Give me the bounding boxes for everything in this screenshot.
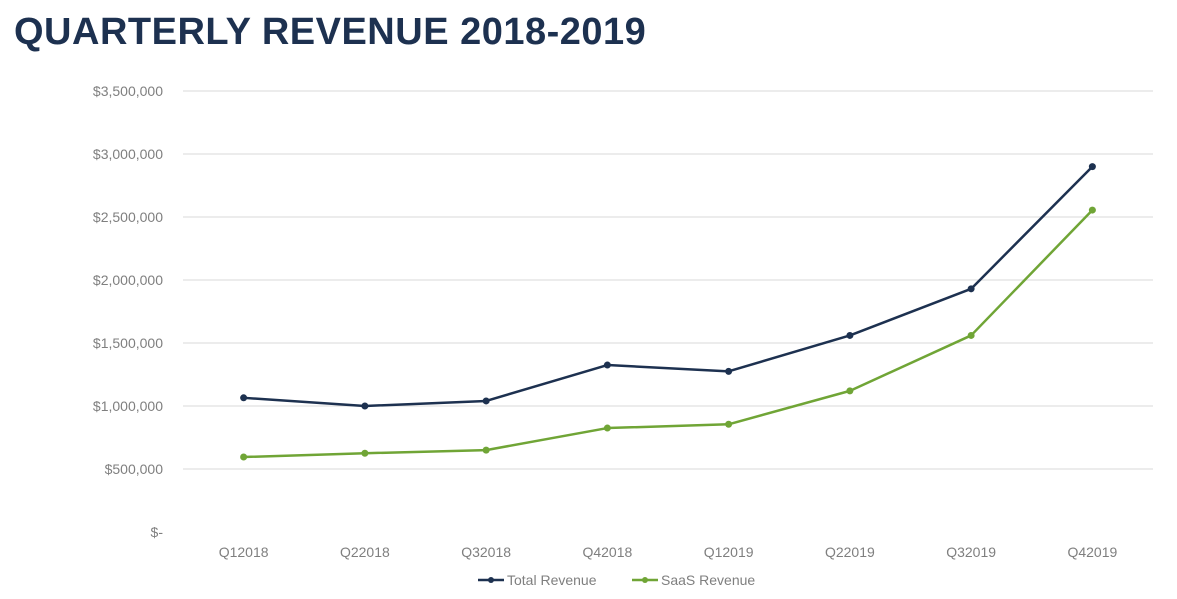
x-tick-label: Q32018 — [461, 544, 511, 560]
data-point — [846, 387, 854, 395]
data-point — [725, 367, 733, 375]
legend-marker — [642, 577, 648, 583]
series-total-revenue — [240, 163, 1096, 410]
data-point — [967, 331, 975, 339]
x-tick-label: Q12019 — [704, 544, 754, 560]
legend[interactable]: Total Revenue SaaS Revenue — [478, 572, 755, 588]
y-tick-label: $3,500,000 — [93, 83, 163, 99]
y-tick-label: $2,500,000 — [93, 209, 163, 225]
data-point — [846, 331, 854, 339]
legend-label: Total Revenue — [507, 572, 597, 588]
y-tick-label: $1,500,000 — [93, 335, 163, 351]
data-point — [482, 446, 490, 454]
x-tick-label: Q12018 — [219, 544, 269, 560]
series-line — [243, 209, 1094, 459]
data-point — [1088, 163, 1096, 171]
x-tick-label: Q42018 — [582, 544, 632, 560]
x-tick-label: Q32019 — [946, 544, 996, 560]
data-point — [967, 285, 975, 293]
data-point — [240, 394, 248, 402]
legend-marker — [488, 577, 494, 583]
data-point — [482, 397, 490, 405]
series-group — [240, 163, 1096, 461]
gridlines — [183, 90, 1153, 470]
data-point — [361, 449, 369, 457]
chart-title: QUARTERLY REVENUE 2018-2019 — [14, 11, 647, 53]
x-tick-label: Q42019 — [1067, 544, 1117, 560]
data-point — [603, 361, 611, 369]
data-point — [725, 420, 733, 428]
legend-label: SaaS Revenue — [661, 572, 755, 588]
y-tick-label: $- — [151, 524, 164, 540]
data-point — [603, 424, 611, 432]
series-line — [243, 165, 1094, 408]
data-point — [361, 402, 369, 410]
y-tick-label: $1,000,000 — [93, 398, 163, 414]
y-tick-label: $2,000,000 — [93, 272, 163, 288]
series-saas-revenue — [240, 206, 1096, 461]
data-point — [1088, 206, 1096, 214]
legend-item[interactable]: Total Revenue — [478, 572, 597, 588]
x-axis: Q12018 Q22018 Q32018 Q42018 Q12019 Q22019 Q320… — [219, 544, 1118, 560]
y-tick-label: $500,000 — [105, 461, 164, 477]
y-tick-label: $3,000,000 — [93, 146, 163, 162]
y-axis: $- $500,000 $1,000,000 $1,500,000 $2,000,000… — [93, 83, 163, 540]
x-tick-label: Q22019 — [825, 544, 875, 560]
x-tick-label: Q22018 — [340, 544, 390, 560]
data-point — [240, 453, 248, 461]
legend-item[interactable]: SaaS Revenue — [632, 572, 755, 588]
